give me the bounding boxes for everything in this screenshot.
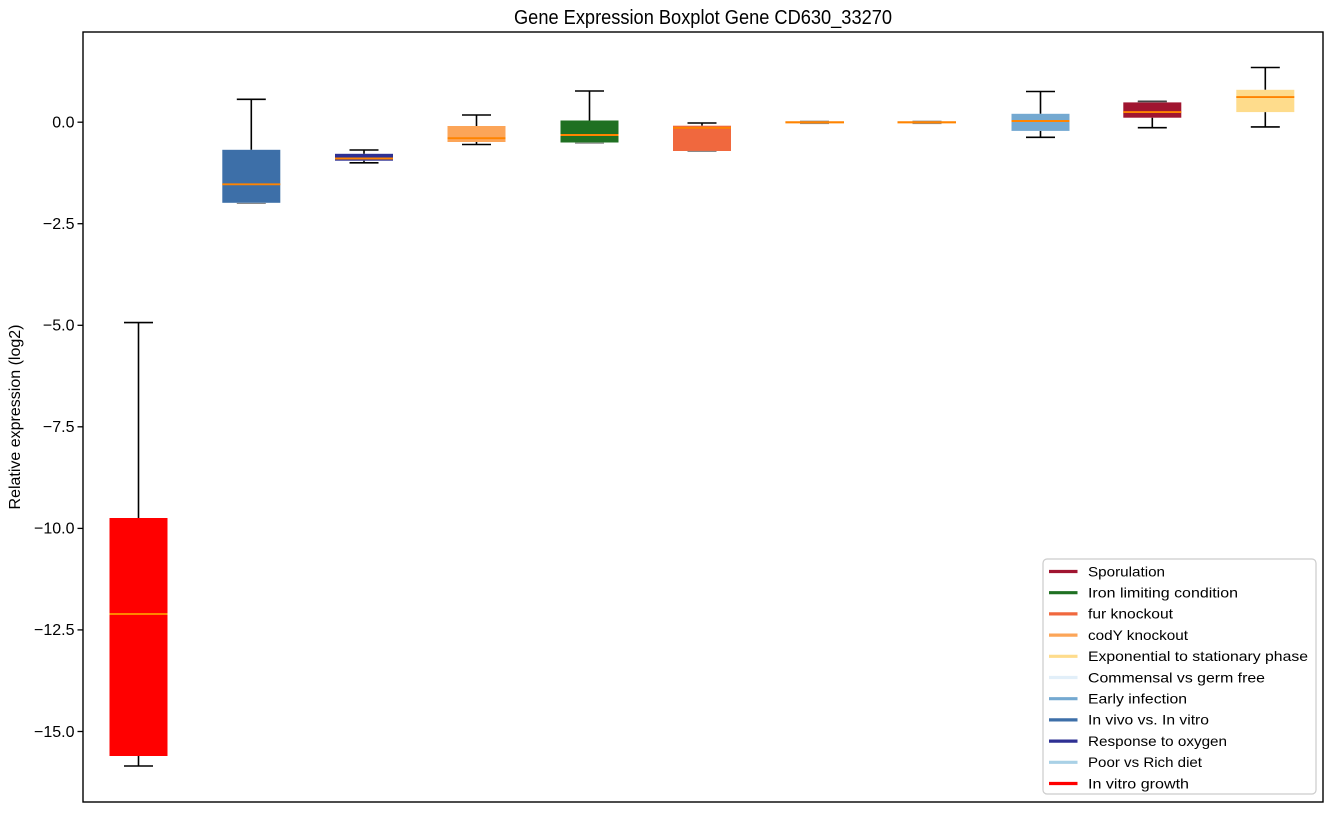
svg-text:0.0: 0.0: [52, 115, 74, 132]
svg-text:Exponential to stationary phas: Exponential to stationary phase: [1088, 648, 1308, 664]
svg-text:−12.5: −12.5: [34, 622, 75, 639]
svg-text:Sporulation: Sporulation: [1088, 563, 1165, 579]
svg-text:Early infection: Early infection: [1088, 691, 1187, 707]
svg-text:−5.0: −5.0: [43, 318, 75, 335]
svg-text:codY knockout: codY knockout: [1088, 627, 1188, 643]
svg-text:−15.0: −15.0: [34, 724, 75, 741]
svg-text:In vitro growth: In vitro growth: [1088, 775, 1189, 791]
svg-text:−7.5: −7.5: [43, 419, 75, 436]
svg-text:In vivo vs. In vitro: In vivo vs. In vitro: [1088, 712, 1209, 728]
svg-text:Poor vs Rich diet: Poor vs Rich diet: [1088, 754, 1202, 770]
svg-text:fur knockout: fur knockout: [1088, 606, 1173, 622]
svg-text:Gene Expression Boxplot Gene C: Gene Expression Boxplot Gene CD630_33270: [514, 7, 892, 29]
svg-text:Response to oxygen: Response to oxygen: [1088, 733, 1227, 749]
svg-text:−10.0: −10.0: [34, 521, 75, 538]
svg-text:Commensal vs germ free: Commensal vs germ free: [1088, 669, 1265, 685]
svg-text:−2.5: −2.5: [43, 216, 75, 233]
svg-text:Iron limiting condition: Iron limiting condition: [1088, 585, 1238, 601]
svg-text:Relative expression (log2): Relative expression (log2): [7, 325, 24, 510]
